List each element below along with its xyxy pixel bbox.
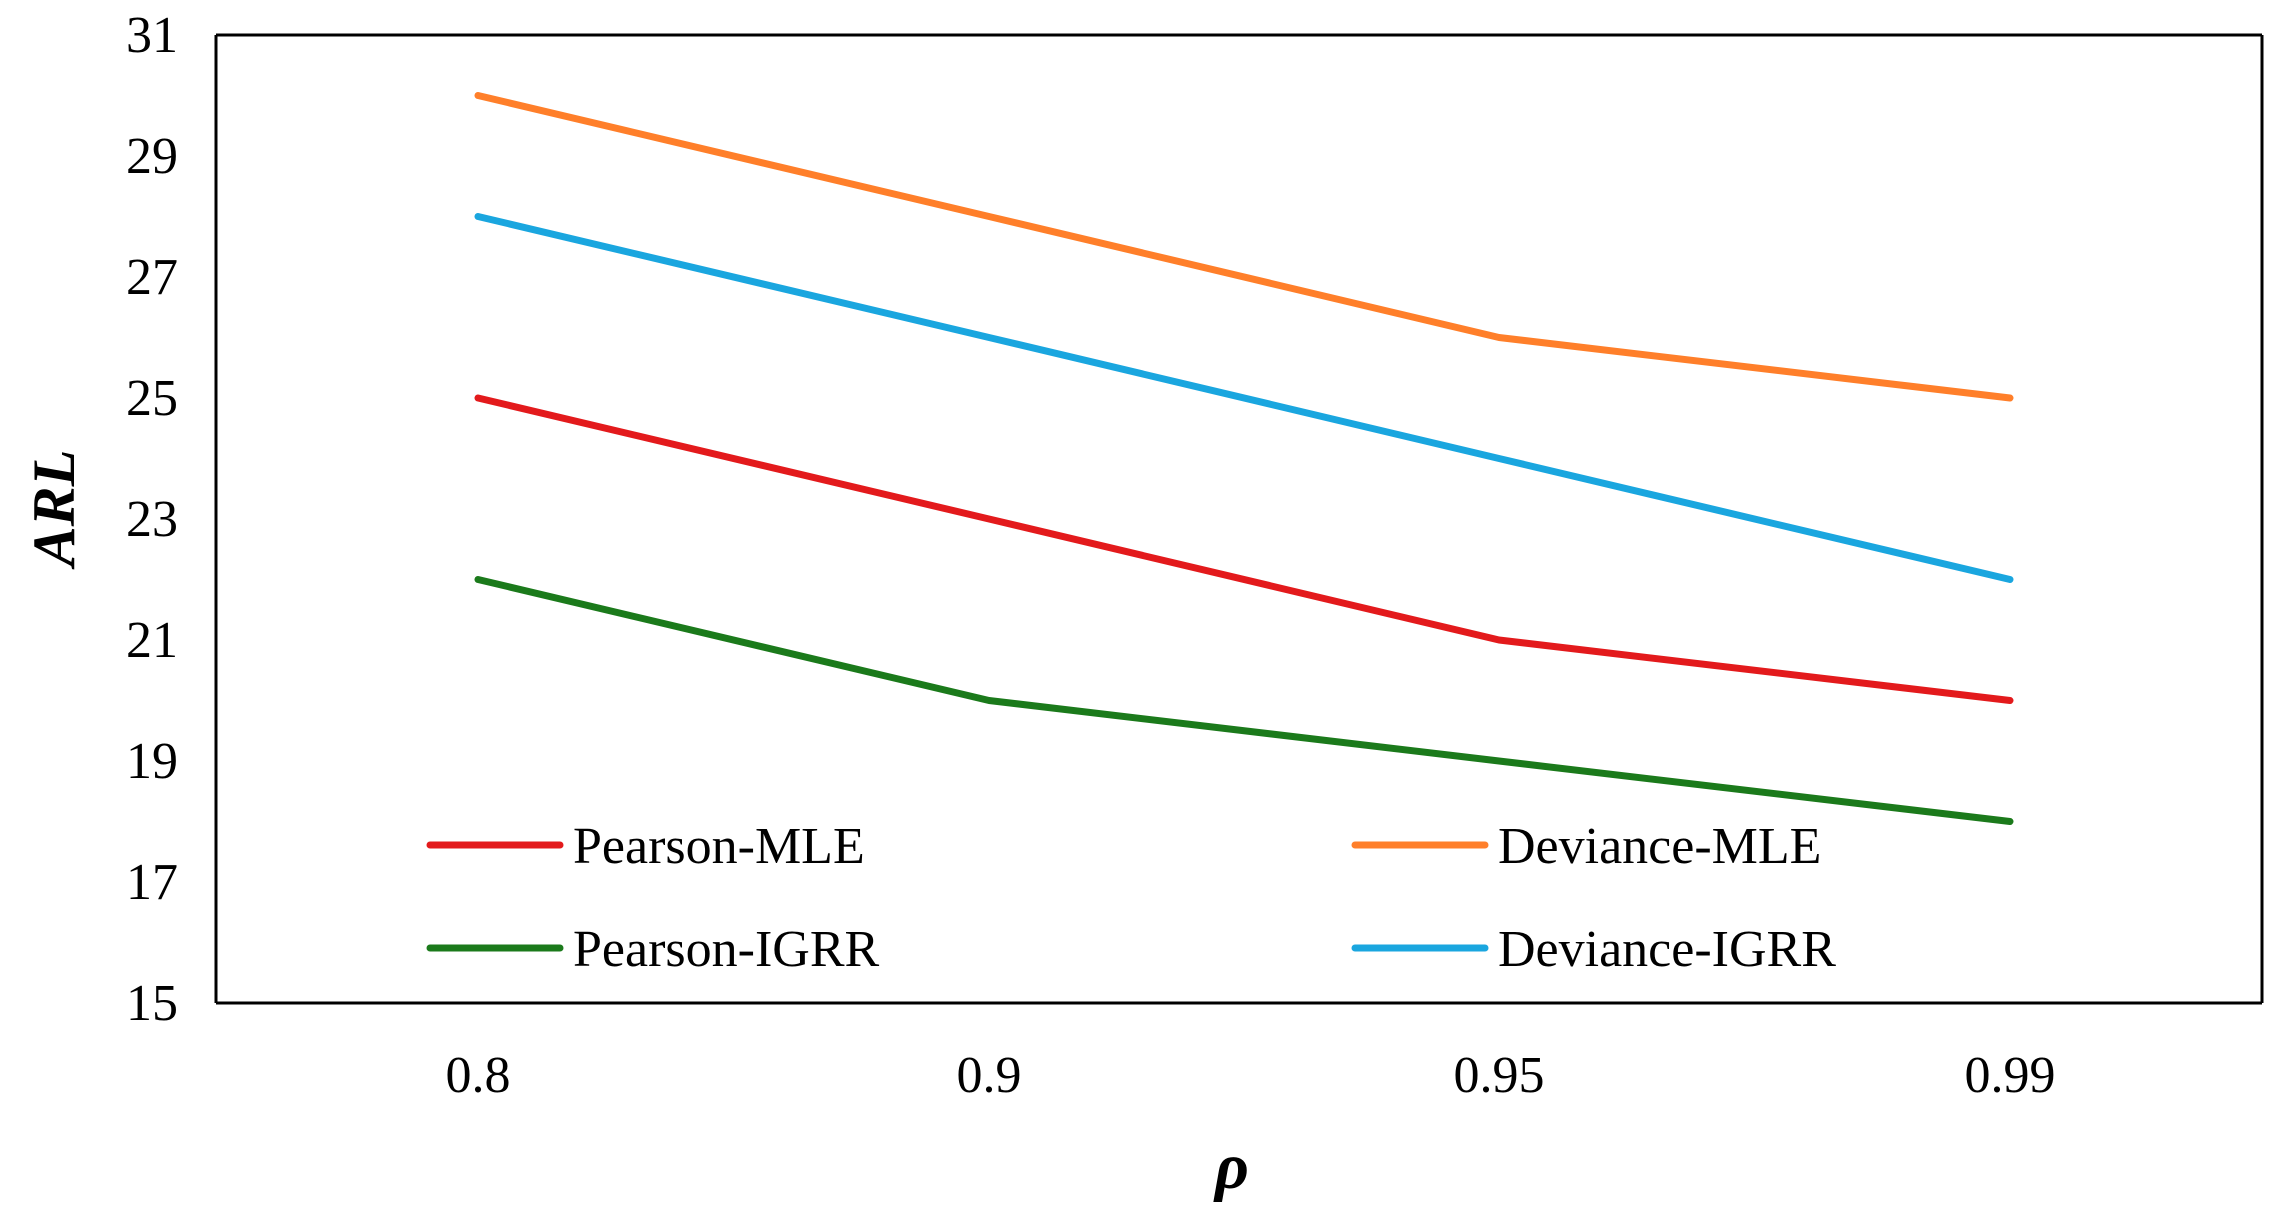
y-tick-label: 19 — [126, 733, 178, 790]
y-axis-title: ARL — [21, 450, 87, 571]
series-line-deviance-igrr — [474, 213, 2014, 583]
legend-label: Pearson-MLE — [573, 818, 865, 875]
x-tick-label: 0.9 — [957, 1047, 1022, 1104]
x-tick-label: 0.99 — [1965, 1047, 2056, 1104]
y-tick-label: 23 — [126, 491, 178, 548]
x-tick-label: 0.95 — [1454, 1047, 1545, 1104]
y-tick-label: 21 — [126, 612, 178, 669]
series-line-pearson-igrr — [474, 576, 2014, 825]
y-tick-label: 17 — [126, 854, 178, 911]
y-tick-label: 25 — [126, 370, 178, 427]
x-tick-label: 0.8 — [446, 1047, 511, 1104]
axes — [214, 33, 2264, 1005]
y-tick-label: 31 — [126, 7, 178, 64]
legend: Pearson-MLE Deviance-MLE Pearson-IGRR Devia… — [426, 818, 1836, 978]
series-line-pearson-mle — [474, 394, 2014, 704]
y-tick-label: 15 — [126, 975, 178, 1032]
legend-label: Deviance-IGRR — [1498, 921, 1836, 978]
y-tick-label: 29 — [126, 128, 178, 185]
legend-label: Pearson-IGRR — [573, 921, 880, 978]
series-line-deviance-mle — [474, 92, 2014, 402]
tick-labels: 15 17 19 21 23 25 27 29 31 0.8 0.9 0.95 0.99 — [126, 7, 2056, 1104]
x-axis-title: ρ — [1213, 1130, 1249, 1203]
legend-label: Deviance-MLE — [1498, 818, 1821, 875]
y-tick-label: 27 — [126, 249, 178, 306]
series-lines — [474, 92, 2014, 825]
